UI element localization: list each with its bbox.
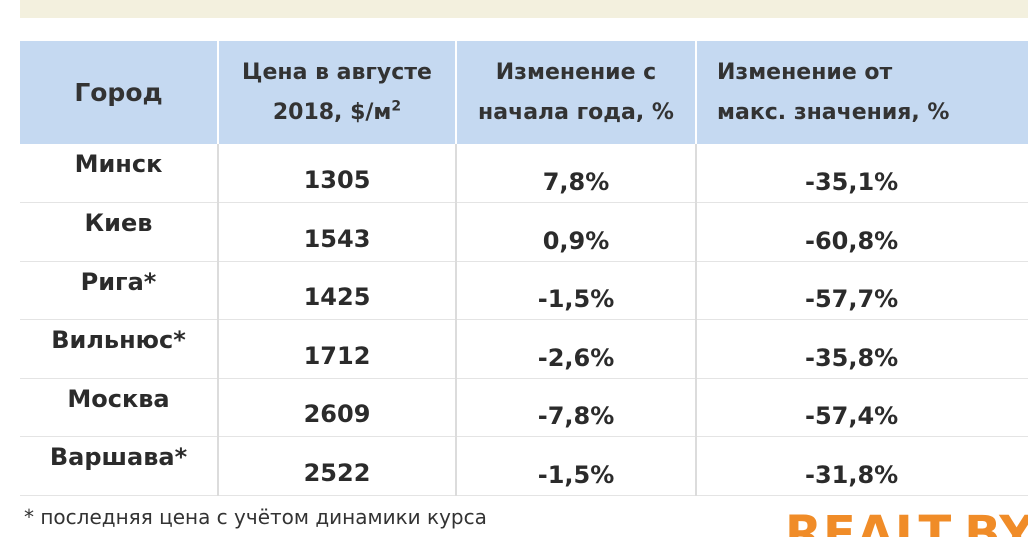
cell-max: -60,8% [696, 202, 1028, 262]
header-max-change: Изменение от макс. значения, % [696, 41, 1028, 144]
table-row: Минск 1305 7,8% -35,1% [20, 144, 1028, 204]
cell-ytd: 7,8% [456, 144, 697, 204]
header-city: Город [20, 41, 219, 144]
cell-city: Киев [20, 202, 219, 262]
cell-price: 1712 [218, 319, 457, 379]
header-price-sup: 2 [391, 98, 402, 115]
cell-max: -35,8% [696, 319, 1028, 379]
cell-price: 2522 [218, 436, 457, 496]
cell-price: 1543 [218, 202, 457, 262]
cell-ytd: -1,5% [456, 261, 697, 321]
cell-max: -35,1% [696, 144, 1028, 204]
cell-city: Минск [20, 144, 219, 204]
cell-max: -57,4% [696, 378, 1028, 438]
table-row: Москва 2609 -7,8% -57,4% [20, 378, 1028, 438]
table-row: Варшава* 2522 -1,5% -31,8% [20, 436, 1028, 496]
cell-price: 1425 [218, 261, 457, 321]
price-table-container: Город Цена в августе 2018, $/м2 Изменени… [20, 41, 1028, 496]
footnote: * последняя цена с учётом динамики курса [24, 505, 487, 529]
cell-ytd: -2,6% [456, 319, 697, 379]
header-price: Цена в августе 2018, $/м2 [218, 41, 457, 144]
table-row: Вильнюс* 1712 -2,6% -35,8% [20, 319, 1028, 379]
header-max-line2: макс. значения, % [717, 99, 950, 125]
cell-price: 1305 [218, 144, 457, 204]
table-row: Рига* 1425 -1,5% -57,7% [20, 261, 1028, 321]
header-ytd-line2: начала года, % [478, 99, 674, 125]
table-body: Минск 1305 7,8% -35,1% Киев 1543 0,9% -60,8% Риг… [20, 144, 1028, 496]
header-price-line2: 2018, $/м2 [219, 93, 455, 133]
header-row: Город Цена в августе 2018, $/м2 Изменени… [20, 41, 1028, 144]
cell-ytd: -1,5% [456, 436, 697, 496]
header-price-line1: Цена в августе [242, 59, 432, 85]
header-ytd-change: Изменение с начала года, % [456, 41, 697, 144]
header-ytd-line1: Изменение с [495, 59, 657, 85]
table-row: Киев 1543 0,9% -60,8% [20, 202, 1028, 262]
header-max-line1: Изменение от [717, 59, 893, 85]
cell-ytd: -7,8% [456, 378, 697, 438]
cell-city: Москва [20, 378, 219, 438]
cell-max: -31,8% [696, 436, 1028, 496]
cell-price: 2609 [218, 378, 457, 438]
cell-city: Рига* [20, 261, 219, 321]
header-price-unit: 2018, $/м [272, 99, 392, 125]
cell-city: Вильнюс* [20, 319, 219, 379]
cell-city: Варшава* [20, 436, 219, 496]
top-band [20, 0, 1028, 18]
cell-ytd: 0,9% [456, 202, 697, 262]
cell-max: -57,7% [696, 261, 1028, 321]
brand-logo: REALT.BY [785, 506, 1028, 537]
price-table: Город Цена в августе 2018, $/м2 Изменени… [20, 41, 1028, 496]
header-city-label: Город [74, 78, 163, 107]
